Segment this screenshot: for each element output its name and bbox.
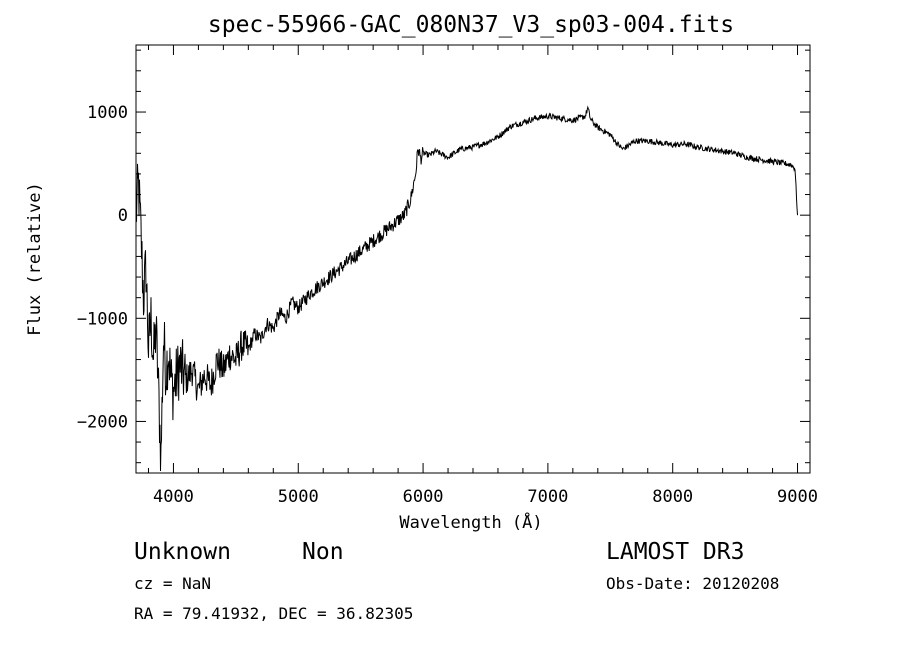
y-tick-label: −1000 <box>77 309 128 329</box>
coordinates-readout: RA = 79.41932, DEC = 36.82305 <box>134 604 413 623</box>
observation-date: Obs-Date: 20120208 <box>606 574 779 593</box>
object-subclass: Non <box>302 539 344 565</box>
x-tick-label: 4000 <box>153 487 194 507</box>
x-tick-label: 7000 <box>527 487 568 507</box>
object-class: Unknown <box>134 539 231 565</box>
y-tick-label: 0 <box>118 206 128 226</box>
spectrum-line <box>135 105 798 472</box>
x-tick-label: 6000 <box>403 487 444 507</box>
x-tick-label: 5000 <box>278 487 319 507</box>
x-tick-label: 8000 <box>652 487 693 507</box>
chart-title: spec-55966-GAC_080N37_V3_sp03-004.fits <box>208 12 734 38</box>
x-axis-label: Wavelength (Å) <box>399 511 542 533</box>
plot-frame <box>135 44 811 474</box>
y-tick-label: −2000 <box>77 412 128 432</box>
survey-name: LAMOST DR3 <box>606 539 744 565</box>
y-tick-labels: −2000 −1000 0 1000 <box>77 103 128 432</box>
x-tick-labels: 4000 5000 6000 7000 8000 9000 <box>153 487 818 507</box>
x-tick-label: 9000 <box>777 487 818 507</box>
axis-ticks <box>136 45 810 473</box>
y-axis-label: Flux (relative) <box>25 182 45 336</box>
redshift-readout: cz = NaN <box>134 574 211 593</box>
y-tick-label: 1000 <box>87 103 128 123</box>
